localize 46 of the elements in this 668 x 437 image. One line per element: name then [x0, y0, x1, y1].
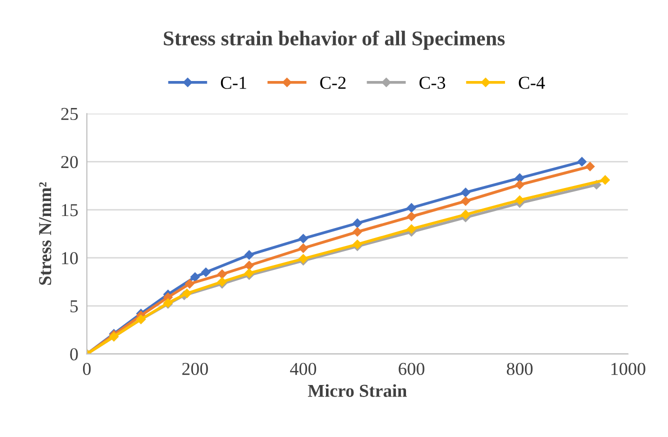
point [515, 173, 524, 183]
point [352, 227, 362, 236]
x-tick-label: 600 [398, 362, 424, 376]
legend-label: C-2 [320, 76, 346, 89]
point [406, 212, 416, 222]
point [244, 260, 254, 270]
legend-label: C-3 [420, 76, 446, 89]
point [352, 218, 362, 228]
y-tick-label: 20 [61, 156, 78, 168]
point [298, 244, 308, 253]
point [217, 270, 227, 279]
point [406, 203, 416, 212]
y-tick-label: 25 [61, 108, 78, 120]
x-axis-title: Micro Strain [308, 384, 407, 397]
x-tick-label: 200 [182, 362, 208, 376]
point [460, 210, 470, 220]
point [577, 157, 587, 166]
point [201, 268, 210, 277]
y-tick-label: 0 [70, 348, 78, 360]
y-tick-label: 5 [70, 300, 78, 312]
chart-title: Stress strain behavior of all Specimens [164, 30, 505, 50]
point [460, 196, 470, 206]
point [185, 279, 194, 288]
point [460, 188, 470, 198]
point [515, 196, 524, 205]
x-tick-label: 1000 [611, 362, 646, 376]
point [190, 272, 200, 282]
y-axis-title: Stress N/mm² [39, 182, 52, 285]
x-tick-label: 0 [83, 362, 91, 376]
point [298, 254, 308, 264]
y-tick-label: 10 [62, 252, 78, 264]
x-tick-label: 400 [290, 362, 316, 376]
point [217, 277, 227, 286]
point [352, 240, 362, 249]
point [182, 288, 192, 298]
point [244, 268, 254, 278]
x-tick-label: 800 [506, 362, 533, 376]
legend-label: C-1 [220, 76, 246, 89]
point [515, 180, 524, 190]
point [585, 162, 595, 172]
point [600, 175, 610, 185]
point [244, 250, 254, 260]
point [298, 234, 308, 244]
legend-label: C-4 [518, 76, 545, 89]
y-tick-label: 15 [62, 204, 78, 216]
point [406, 224, 416, 234]
